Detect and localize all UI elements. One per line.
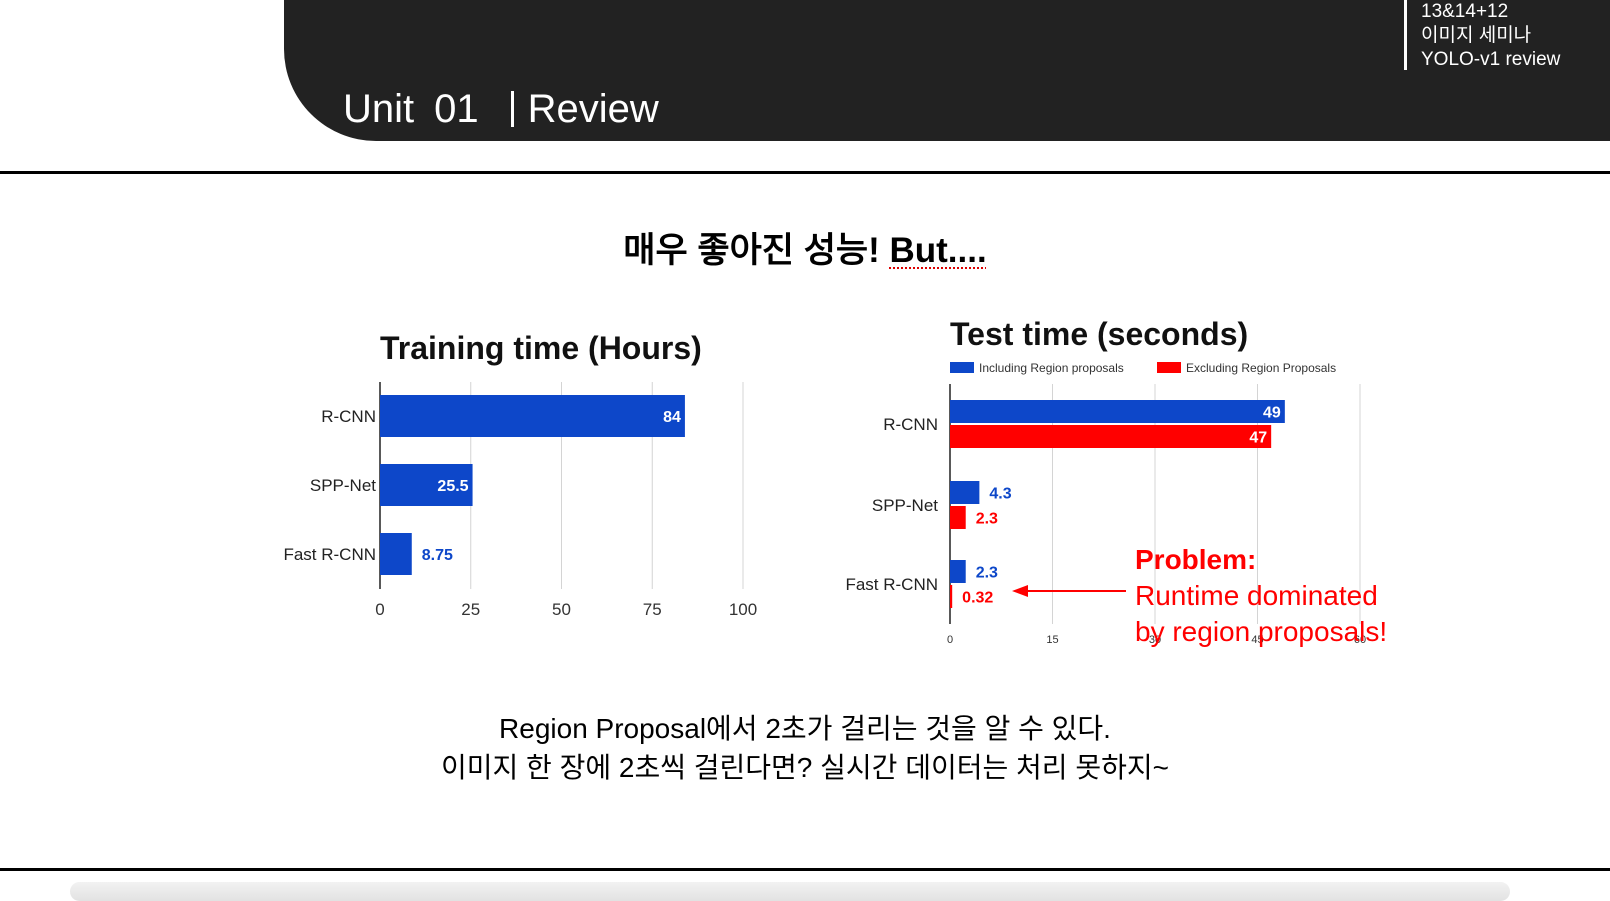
x-tick-label: 25 [461,600,480,619]
section-title: Review [527,86,659,131]
value-label: 0.32 [962,590,993,607]
value-label: 84 [663,409,681,426]
bottom-divider [0,868,1610,871]
header-bar [284,0,1610,141]
value-label: 49 [1263,405,1281,422]
bar [950,506,966,529]
category-label: SPP-Net [872,496,938,515]
title-separator [510,91,514,127]
x-tick-label: 60 [1354,634,1366,646]
bar [950,400,1285,423]
bar [380,464,473,506]
value-label: 25.5 [437,478,468,495]
legend-label: Excluding Region Proposals [1186,361,1336,375]
x-tick-label: 15 [1046,634,1058,646]
heading-prefix: 매우 좋아진 성능! [623,231,890,270]
category-label: R-CNN [883,415,938,434]
legend-label: Including Region proposals [979,361,1124,375]
value-label: 2.3 [976,511,998,528]
x-tick-label: 100 [729,600,757,619]
category-label: SPP-Net [310,476,376,495]
legend-swatch [950,362,974,373]
x-tick-label: 0 [947,634,953,646]
value-label: 4.3 [989,486,1011,503]
bar [950,585,953,608]
annotation-line: by region proposals! [1135,616,1387,647]
bar [950,560,966,583]
annotation-title: Problem: [1135,544,1256,575]
value-label: 47 [1249,430,1267,447]
bar [380,533,412,575]
meta-line: 이미지 세미나 [1421,25,1532,46]
top-divider [0,171,1610,174]
slide-heading: 매우 좋아진 성능! But.... [0,222,1610,273]
category-label: R-CNN [321,407,376,426]
x-tick-label: 45 [1251,634,1263,646]
unit-title: Unit 01 Review [343,84,659,134]
x-tick-label: 0 [375,600,384,619]
heading-emphasis: But.... [889,231,987,270]
x-tick-label: 50 [552,600,571,619]
x-tick-label: 75 [643,600,662,619]
category-label: Fast R-CNN [283,545,376,564]
meta-line: 13&14+12 [1421,1,1509,22]
meta-line: YOLO-v1 review [1421,49,1561,70]
value-label: 8.75 [422,547,453,564]
category-label: Fast R-CNN [845,575,938,594]
footer-shadow [70,882,1510,901]
unit-label: Unit [343,86,415,131]
test-chart-title: Test time (seconds) [950,316,1249,352]
bar [950,481,980,504]
training-chart-title: Training time (Hours) [380,330,702,366]
annotation-arrowhead [1012,585,1028,597]
caption-line-1: Region Proposal에서 2초가 걸리는 것을 알 수 있다. [499,713,1111,744]
unit-number: 01 [434,86,479,131]
bar [950,425,1272,448]
annotation-line: Runtime dominated [1135,580,1378,611]
x-tick-label: 30 [1149,634,1161,646]
bar [380,395,685,437]
value-label: 2.3 [976,565,998,582]
caption-line-2: 이미지 한 장에 2초씩 걸린다면? 실시간 데이터는 처리 못하지~ [441,752,1169,783]
meta-box: 13&14+12 이미지 세미나 YOLO-v1 review [1404,0,1560,70]
legend-swatch [1157,362,1181,373]
